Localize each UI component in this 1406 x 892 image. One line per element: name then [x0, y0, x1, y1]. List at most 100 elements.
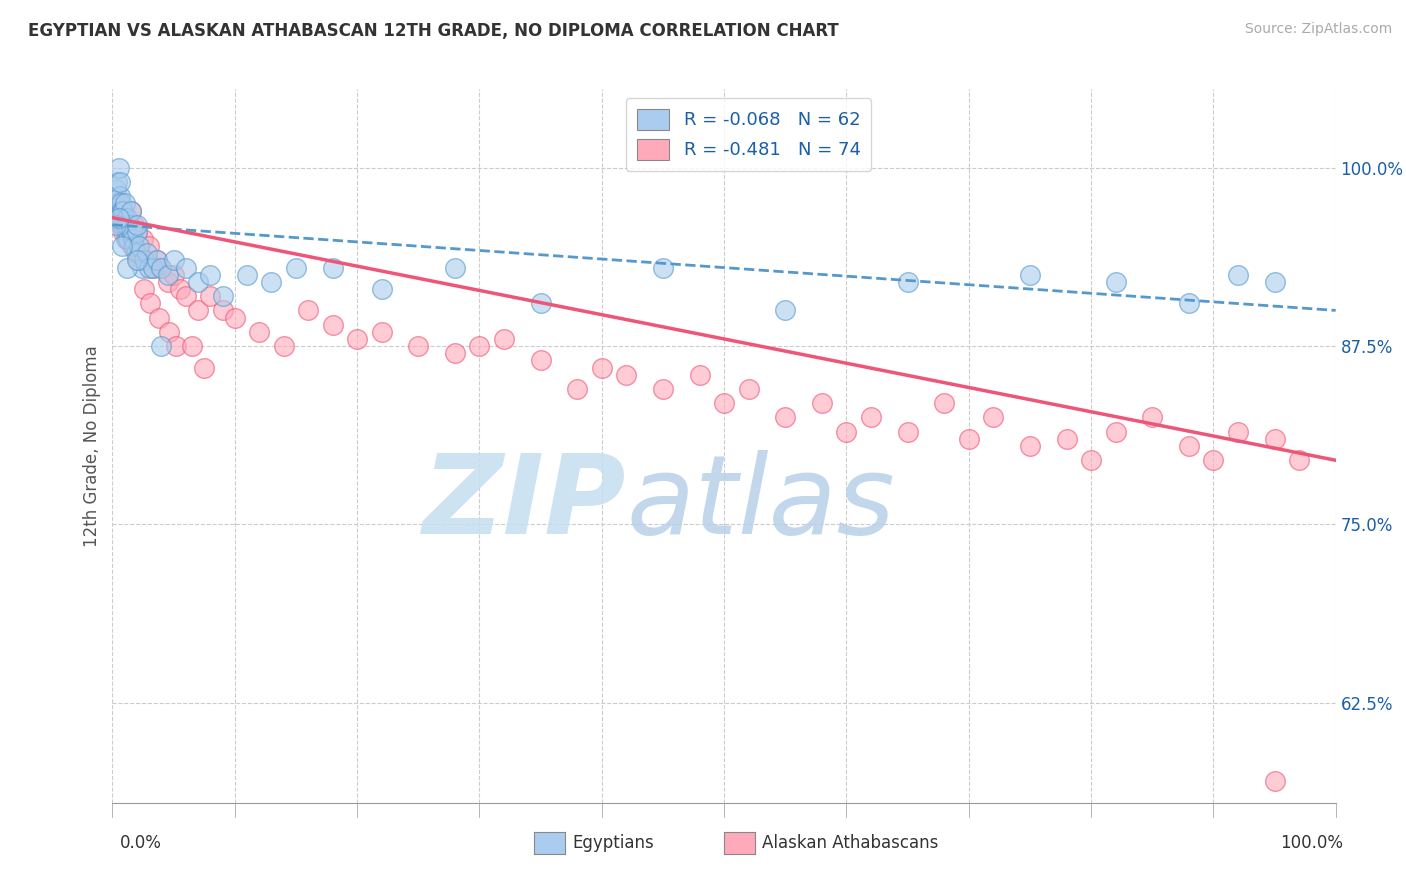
Point — [444, 346, 467, 360]
Point — [1056, 432, 1078, 446]
Point — [110, 211, 132, 225]
Point — [1226, 268, 1249, 282]
Point — [713, 396, 735, 410]
Point — [157, 325, 180, 339]
Text: 0.0%: 0.0% — [120, 834, 162, 852]
Point — [142, 260, 165, 275]
Point — [107, 161, 129, 175]
Point — [112, 225, 135, 239]
Text: 100.0%: 100.0% — [1279, 834, 1343, 852]
Point — [1178, 296, 1201, 310]
Point — [125, 246, 148, 260]
Point — [120, 203, 142, 218]
Point — [174, 289, 197, 303]
Point — [105, 196, 128, 211]
Point — [114, 211, 136, 225]
Text: atlas: atlas — [626, 450, 894, 557]
Point — [859, 410, 882, 425]
Text: ZIP: ZIP — [423, 450, 626, 557]
Point — [110, 203, 132, 218]
Point — [105, 182, 128, 196]
Point — [614, 368, 637, 382]
Point — [247, 325, 270, 339]
Point — [150, 339, 173, 353]
Point — [273, 339, 295, 353]
Point — [652, 382, 675, 396]
Point — [121, 239, 143, 253]
Point — [125, 253, 148, 268]
Point — [529, 353, 551, 368]
Point — [211, 289, 233, 303]
Point — [370, 282, 392, 296]
Point — [108, 211, 131, 225]
Point — [111, 239, 134, 253]
Point — [115, 211, 138, 225]
Point — [111, 203, 134, 218]
Point — [124, 239, 146, 253]
Point — [135, 253, 157, 268]
Point — [115, 260, 138, 275]
Text: EGYPTIAN VS ALASKAN ATHABASCAN 12TH GRADE, NO DIPLOMA CORRELATION CHART: EGYPTIAN VS ALASKAN ATHABASCAN 12TH GRAD… — [28, 22, 839, 40]
Point — [1018, 268, 1040, 282]
Point — [165, 339, 187, 353]
Point — [1202, 453, 1225, 467]
Point — [187, 303, 209, 318]
Point — [138, 260, 160, 275]
Point — [150, 260, 173, 275]
Point — [193, 360, 215, 375]
Point — [145, 253, 167, 268]
Point — [128, 239, 150, 253]
Point — [156, 268, 179, 282]
Point — [529, 296, 551, 310]
Point — [1264, 774, 1286, 789]
Text: Alaskan Athabascans: Alaskan Athabascans — [762, 834, 938, 852]
Point — [737, 382, 759, 396]
Point — [284, 260, 308, 275]
Point — [127, 253, 149, 268]
Point — [1080, 453, 1102, 467]
Y-axis label: 12th Grade, No Diploma: 12th Grade, No Diploma — [83, 345, 101, 547]
Point — [322, 318, 344, 332]
Point — [125, 218, 148, 232]
Point — [156, 275, 179, 289]
Point — [142, 260, 165, 275]
Point — [322, 260, 344, 275]
Point — [187, 275, 209, 289]
Point — [200, 268, 222, 282]
Point — [120, 225, 142, 239]
Point — [174, 260, 197, 275]
Point — [145, 253, 167, 268]
Point — [107, 203, 129, 218]
Point — [297, 303, 319, 318]
Point — [897, 275, 920, 289]
Point — [934, 396, 956, 410]
Point — [346, 332, 368, 346]
Point — [163, 253, 186, 268]
Point — [112, 203, 135, 218]
Point — [835, 425, 858, 439]
Point — [1264, 275, 1286, 289]
Point — [120, 203, 142, 218]
Point — [200, 289, 222, 303]
Point — [1142, 410, 1164, 425]
Point — [118, 218, 141, 232]
Point — [112, 211, 135, 225]
Point — [125, 225, 148, 239]
Point — [1264, 432, 1286, 446]
Point — [108, 175, 131, 189]
Point — [117, 225, 139, 239]
Point — [1018, 439, 1040, 453]
Point — [138, 239, 160, 253]
Point — [111, 218, 134, 232]
Point — [114, 218, 136, 232]
Point — [115, 218, 138, 232]
Point — [224, 310, 246, 325]
Point — [124, 218, 146, 232]
Text: Egyptians: Egyptians — [572, 834, 654, 852]
Point — [121, 225, 143, 239]
Point — [591, 360, 613, 375]
Point — [1226, 425, 1249, 439]
Point — [148, 310, 170, 325]
Point — [567, 382, 589, 396]
Point — [108, 189, 131, 203]
